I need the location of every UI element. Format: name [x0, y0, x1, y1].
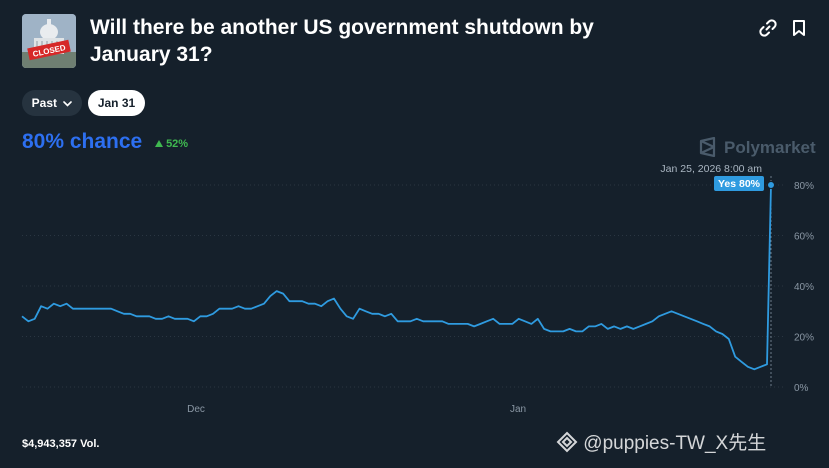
date-tab-label: Jan 31	[97, 96, 136, 110]
y-tick-label: 40%	[794, 282, 814, 293]
tooltip-value: Yes 80%	[718, 178, 761, 190]
chevron-down-icon	[63, 101, 73, 107]
hover-point	[767, 181, 775, 189]
polymarket-logo-icon	[699, 137, 716, 157]
diamond-logo-icon	[556, 431, 578, 453]
title-line-2: January 31?	[90, 43, 213, 66]
market-header: CLOSED Will there be another US governme…	[22, 14, 812, 70]
market-title: Will there be another US government shut…	[90, 14, 650, 68]
date-tab-jan31[interactable]: Jan 31	[88, 90, 145, 116]
price-chart[interactable]: 80% 60% 40% 20% 0% Dec Jan Jan 25, 2026 8:00 …	[0, 160, 829, 420]
bookmark-icon[interactable]	[789, 18, 809, 38]
link-icon[interactable]	[758, 18, 778, 38]
past-label: Past	[31, 96, 57, 110]
market-thumbnail: CLOSED	[22, 14, 76, 68]
tooltip-timestamp: Jan 25, 2026 8:00 am	[660, 163, 762, 175]
y-axis-ticks: 80% 60% 40% 20% 0%	[794, 181, 814, 394]
title-line-1: Will there be another US government shut…	[90, 16, 594, 39]
tooltip-badge	[714, 176, 764, 191]
y-tick-label: 0%	[794, 383, 809, 394]
series-line-yes	[21, 184, 772, 371]
past-dropdown[interactable]: Past	[22, 90, 82, 116]
y-tick-label: 20%	[794, 333, 814, 344]
y-tick-label: 60%	[794, 232, 814, 243]
watermark-text: @puppies-TW_X先生	[583, 433, 767, 454]
triangle-up-icon	[155, 140, 163, 147]
x-tick-label: Dec	[187, 404, 205, 415]
brand-name: Polymarket	[724, 138, 816, 157]
volume-label: $4,943,357 Vol.	[22, 438, 100, 450]
chance-change: 52%	[155, 138, 188, 150]
chart-gridlines	[22, 184, 785, 388]
y-tick-label: 80%	[794, 181, 814, 192]
x-axis-ticks: Dec Jan	[187, 404, 526, 415]
x-tick-label: Jan	[510, 404, 526, 415]
watermark: @puppies-TW_X先生	[556, 428, 766, 455]
chance-change-label: 52%	[166, 138, 189, 150]
chance-value: 80% chance	[22, 130, 143, 153]
